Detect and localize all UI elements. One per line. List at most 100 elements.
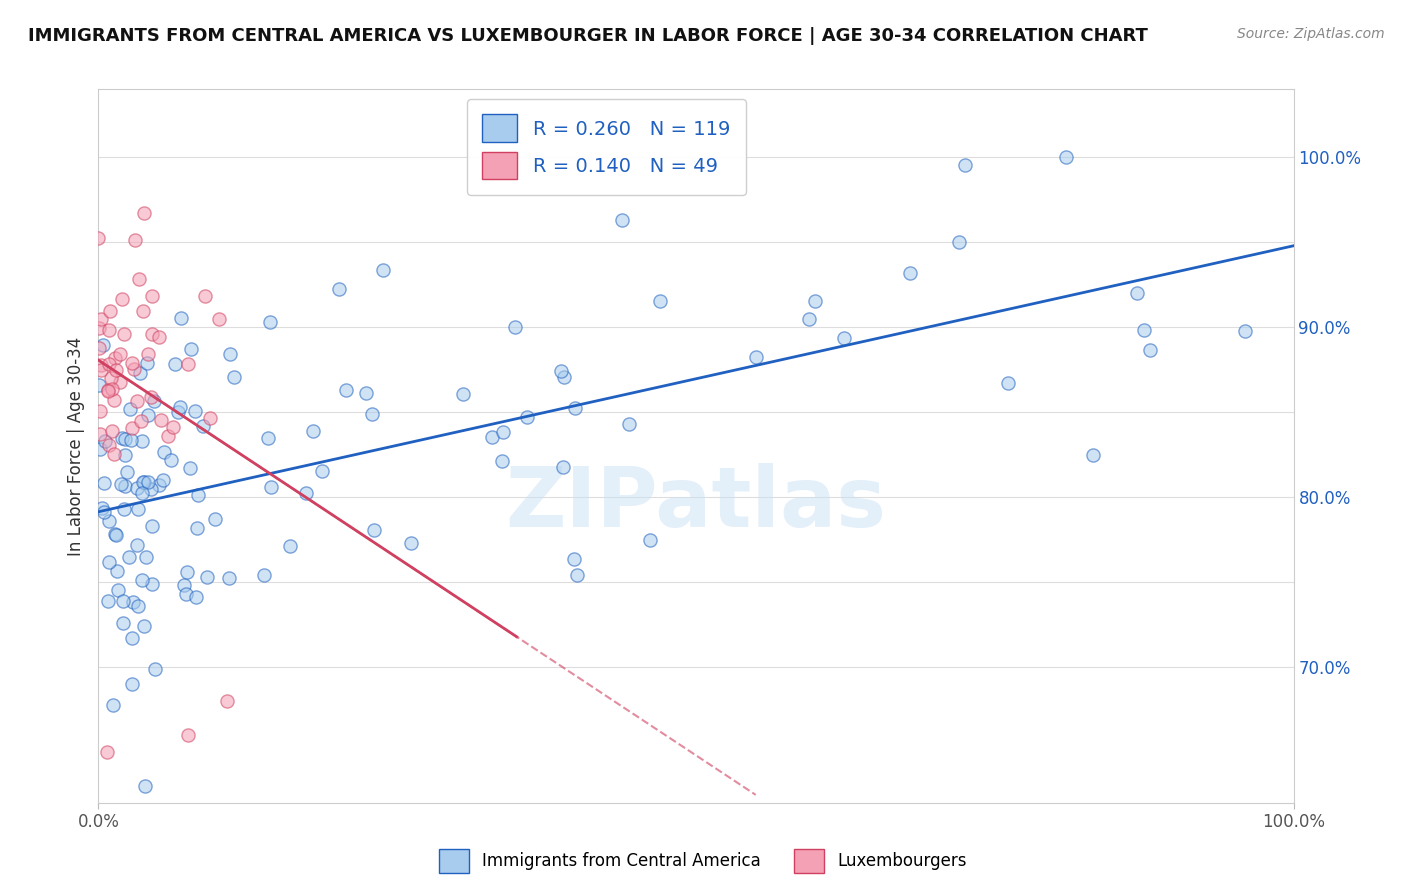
Point [176,587,198,601]
Point [803,293,825,308]
Point [127,502,149,516]
Y-axis label: In Labor Force | Age 30-34: In Labor Force | Age 30-34 [66,336,84,556]
Point [115,465,138,479]
Point [259,315,281,329]
Point [186,521,208,535]
Point [141,518,163,533]
Point [103,393,125,408]
Point [136,409,159,423]
Point [169,400,191,414]
Point [94,434,117,448]
Point [134,779,156,793]
Point [797,311,820,326]
Point [363,524,385,538]
Point [142,393,165,408]
Point [89,442,111,457]
Point [100,371,122,385]
Point [141,391,163,405]
Point [204,512,226,526]
Point [179,460,201,475]
Point [104,528,127,542]
Point [134,206,156,220]
Point [152,473,174,487]
Point [114,433,136,447]
Point [114,449,136,463]
Point [125,538,148,552]
Point [122,362,145,376]
Point [184,591,207,605]
Point [159,452,181,467]
Point [141,482,163,496]
Point [121,595,143,609]
Point [107,582,129,597]
Point [492,425,515,439]
Point [295,485,318,500]
Text: ZIPatlas: ZIPatlas [506,463,886,543]
Point [610,213,633,227]
Point [562,552,585,566]
Point [90,363,112,377]
Point [136,346,159,360]
Point [744,350,766,364]
Point [101,424,124,438]
Point [157,429,180,443]
Point [162,419,184,434]
Point [311,464,333,478]
Point [120,433,142,447]
Point [121,356,143,370]
Point [136,475,159,490]
Point [89,404,111,418]
Point [141,577,163,591]
Point [193,419,215,434]
Point [103,447,125,461]
Point [1233,325,1256,339]
Point [125,394,148,409]
Point [354,386,377,401]
Point [97,594,120,608]
Point [217,694,239,708]
Point [132,303,155,318]
Point [110,477,132,491]
Point [104,362,127,376]
Text: Source: ZipAtlas.com: Source: ZipAtlas.com [1237,27,1385,41]
Point [131,485,153,500]
Point [361,407,384,421]
Point [638,533,661,547]
Point [170,310,193,325]
Point [451,387,474,401]
Point [165,357,187,371]
Point [97,323,120,337]
Point [553,460,575,475]
Point [98,304,121,318]
Point [110,347,132,361]
Point [104,351,127,365]
Point [280,539,302,553]
Point [195,570,218,584]
Point [1083,448,1105,462]
Point [198,411,221,425]
Point [110,431,132,445]
Point [97,357,120,371]
Point [132,619,155,633]
Point [93,475,115,490]
Point [118,402,141,417]
Point [253,567,276,582]
Point [399,536,422,550]
Point [149,413,172,427]
Point [194,289,217,303]
Point [141,327,163,342]
Point [564,401,586,416]
Point [218,571,240,585]
Point [948,235,970,249]
Point [177,728,200,742]
Point [187,488,209,502]
Point [98,514,121,528]
Point [131,434,153,449]
Point [124,233,146,247]
Text: IMMIGRANTS FROM CENTRAL AMERICA VS LUXEMBOURGER IN LABOR FORCE | AGE 30-34 CORRE: IMMIGRANTS FROM CENTRAL AMERICA VS LUXEM… [28,27,1147,45]
Point [177,357,200,371]
Point [257,431,280,445]
Point [87,342,110,356]
Point [1126,286,1149,301]
Point [491,453,513,467]
